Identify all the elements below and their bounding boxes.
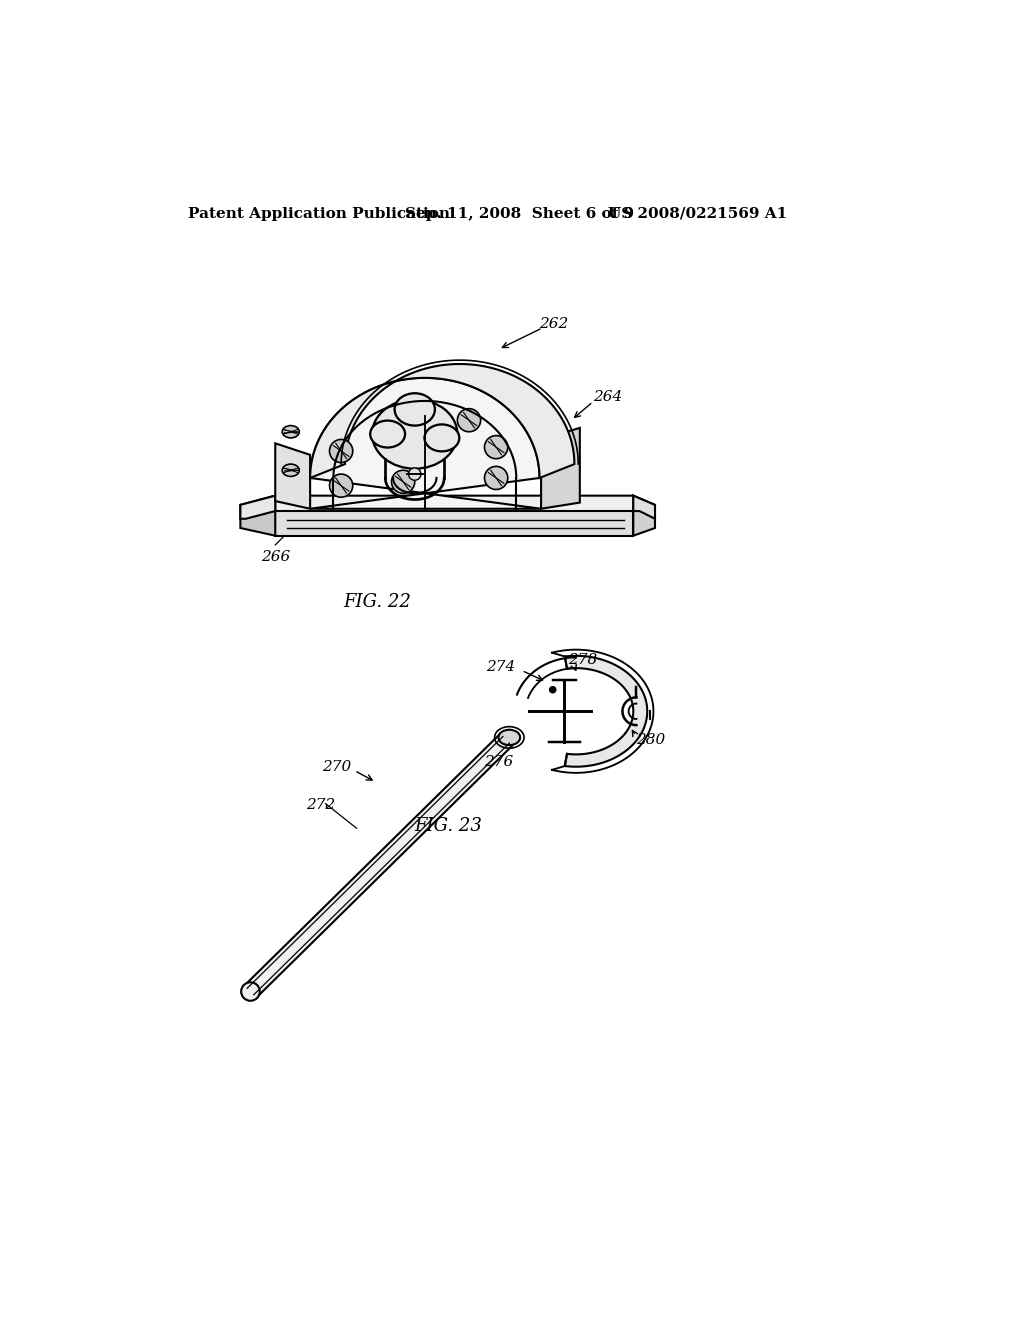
Text: 280: 280	[636, 733, 665, 747]
Text: 264: 264	[593, 391, 623, 404]
Ellipse shape	[499, 730, 520, 744]
Polygon shape	[633, 496, 655, 536]
Polygon shape	[310, 364, 574, 478]
Polygon shape	[565, 656, 647, 767]
Text: Sep. 11, 2008  Sheet 6 of 9: Sep. 11, 2008 Sheet 6 of 9	[406, 207, 635, 220]
Circle shape	[391, 470, 415, 494]
Polygon shape	[310, 378, 541, 508]
Polygon shape	[275, 511, 633, 536]
Ellipse shape	[283, 425, 299, 438]
Ellipse shape	[371, 421, 406, 447]
Circle shape	[484, 436, 508, 459]
Circle shape	[484, 466, 508, 490]
Polygon shape	[275, 444, 310, 508]
Ellipse shape	[283, 465, 299, 477]
Circle shape	[330, 474, 352, 498]
Polygon shape	[241, 496, 275, 536]
Text: 272: 272	[306, 799, 336, 812]
Text: 276: 276	[483, 755, 513, 770]
Ellipse shape	[424, 425, 460, 451]
Ellipse shape	[394, 393, 435, 425]
Circle shape	[409, 469, 421, 480]
Circle shape	[458, 409, 480, 432]
Ellipse shape	[522, 672, 614, 750]
Circle shape	[550, 686, 556, 693]
Text: 262: 262	[539, 317, 568, 331]
Text: FIG. 22: FIG. 22	[343, 594, 412, 611]
Polygon shape	[541, 428, 580, 508]
Polygon shape	[633, 496, 655, 519]
Circle shape	[330, 440, 352, 462]
Ellipse shape	[241, 982, 260, 1001]
Polygon shape	[245, 734, 512, 998]
Text: Patent Application Publication: Patent Application Publication	[188, 207, 451, 220]
Polygon shape	[241, 496, 275, 519]
Ellipse shape	[372, 400, 458, 469]
Text: 266: 266	[261, 549, 291, 564]
Text: 278: 278	[568, 653, 597, 668]
Text: US 2008/0221569 A1: US 2008/0221569 A1	[608, 207, 787, 220]
Text: FIG. 23: FIG. 23	[415, 817, 482, 834]
Text: 270: 270	[322, 760, 351, 774]
Text: 274: 274	[486, 660, 515, 673]
Polygon shape	[246, 496, 640, 519]
